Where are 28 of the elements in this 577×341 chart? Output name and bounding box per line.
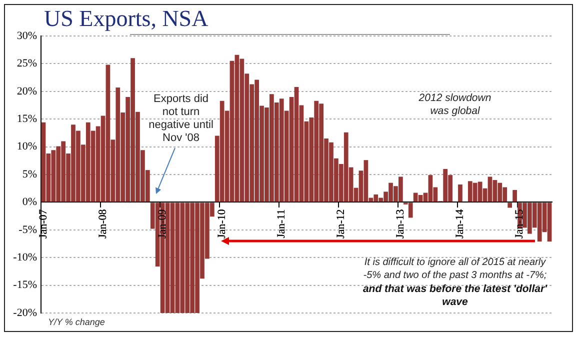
text: Y/Y % change [48,317,105,327]
y-tick-label: 30% [16,30,37,42]
x-tick-label: Jan-08 [96,208,109,239]
x-tick-label: Jan-15 [514,208,526,239]
x-tick-label: Jan-10 [216,208,228,239]
bar [512,190,517,202]
y-tick-label: 20% [16,85,37,98]
x-tick-label: Jan-14 [454,208,466,239]
y-tick-label: 25% [16,58,37,70]
chart-title: US Exports, NSA [44,6,208,32]
y-tick-label: -15% [13,279,37,292]
y-tick-label: -5% [18,224,37,236]
x-tick-label: Jan-13 [394,208,407,239]
x-tick-label: Jan-11 [276,209,288,238]
x-tick-label: Jan-12 [335,209,348,239]
x-tick-label: Jan-09 [156,208,168,239]
y-tick-label: 5% [22,168,37,180]
y-tick-label: 0% [22,196,37,208]
annotation: and that was before the latest 'dollar' wave [362,283,548,309]
y-tick-label: -20% [13,306,37,319]
bar [508,202,512,208]
annotation: It is difficult to ignore all of 2015 at nearly -5% and two of the past 3 months at -7%; [362,256,548,282]
y-tick-label: -10% [13,251,37,264]
annotation: 2012 slowdown was global [418,92,492,118]
bar [458,184,462,202]
annotation: Exports did not turn negative until Nov '08 [148,93,214,145]
y-tick-label: 10% [16,140,37,153]
y-tick-label: 15% [16,112,37,125]
